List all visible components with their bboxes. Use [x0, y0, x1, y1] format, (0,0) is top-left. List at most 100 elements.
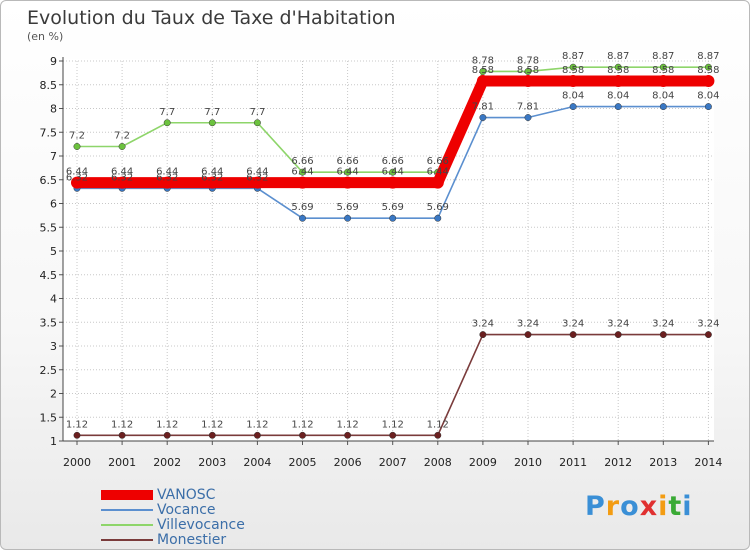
- data-point-vanosc: [476, 74, 489, 87]
- data-point-vocance: [479, 114, 487, 121]
- legend-swatch: [101, 538, 153, 541]
- x-tick-label: 2010: [514, 456, 542, 469]
- data-point-vanosc: [657, 74, 670, 87]
- x-tick-label: 2001: [108, 456, 136, 469]
- data-point-vocance: [569, 103, 577, 111]
- data-point-villevocance: [299, 168, 306, 176]
- data-label-vanosc: 6.44: [201, 167, 223, 178]
- data-point-villevocance: [659, 63, 667, 71]
- data-point-villevocance: [73, 143, 81, 150]
- data-point-villevocance: [163, 119, 171, 127]
- data-label-villevocance: 8.87: [652, 51, 674, 62]
- x-tick-label: 2008: [424, 456, 452, 469]
- legend-item-vanosc: VANOSC: [101, 487, 245, 502]
- x-tick-label: 2000: [63, 456, 91, 469]
- y-tick-label: 7: [50, 150, 57, 163]
- data-point-villevocance: [389, 168, 397, 176]
- data-label-vocance: 8.04: [697, 91, 719, 102]
- data-label-monestier: 1.12: [336, 419, 358, 430]
- data-point-monestier: [479, 331, 487, 339]
- y-tick-label: 1.5: [40, 411, 58, 424]
- data-label-vanosc: 8.58: [562, 65, 584, 76]
- data-label-monestier: 1.12: [382, 419, 404, 430]
- data-point-villevocance: [569, 63, 577, 71]
- data-label-monestier: 1.12: [201, 419, 223, 430]
- data-label-monestier: 3.24: [607, 319, 629, 330]
- data-point-monestier: [344, 431, 352, 439]
- data-point-villevocance: [253, 119, 261, 127]
- data-label-monestier: 1.12: [427, 419, 449, 430]
- data-label-vanosc: 8.58: [697, 65, 719, 76]
- data-label-villevocance: 7.2: [114, 131, 130, 142]
- data-point-monestier: [659, 331, 667, 339]
- y-tick-label: 4: [50, 293, 57, 306]
- data-label-vanosc: 6.44: [291, 167, 313, 178]
- data-label-vocance: 5.69: [382, 202, 404, 213]
- data-point-vocance: [344, 214, 352, 222]
- data-point-monestier: [73, 431, 81, 439]
- legend-swatch: [101, 508, 153, 511]
- y-tick-label: 1: [50, 435, 57, 448]
- legend-swatch: [101, 523, 153, 526]
- x-tick-label: 2013: [649, 456, 677, 469]
- y-tick-label: 4.5: [40, 269, 58, 282]
- y-tick-label: 6: [50, 198, 57, 211]
- data-point-monestier: [118, 431, 126, 439]
- data-label-villevocance: 6.66: [427, 156, 449, 167]
- data-label-vocance: 5.69: [291, 202, 313, 213]
- data-point-vanosc: [386, 176, 399, 189]
- data-label-vocance: 8.04: [607, 91, 629, 102]
- data-label-vanosc: 6.44: [336, 167, 358, 178]
- data-point-monestier: [704, 331, 712, 339]
- chart-title: Evolution du Taux de Taxe d'Habitation: [27, 7, 396, 29]
- y-tick-label: 7.5: [40, 126, 58, 139]
- data-point-monestier: [434, 431, 442, 439]
- logo-letter: o: [620, 491, 640, 522]
- legend-label: VANOSC: [157, 486, 216, 503]
- data-label-vocance: 6.32: [201, 172, 223, 183]
- data-point-vanosc: [71, 176, 83, 189]
- y-tick-label: 8.5: [40, 79, 58, 92]
- data-point-vanosc: [612, 74, 625, 87]
- data-label-villevocance: 8.87: [607, 51, 629, 62]
- data-label-monestier: 3.24: [652, 319, 674, 330]
- data-point-monestier: [569, 331, 577, 339]
- data-label-vocance: 6.32: [156, 172, 178, 183]
- data-point-villevocance: [479, 68, 487, 75]
- y-tick-label: 3.5: [40, 316, 58, 329]
- data-point-vocance: [434, 214, 442, 222]
- x-tick-label: 2014: [694, 456, 722, 469]
- data-point-villevocance: [208, 119, 216, 127]
- data-point-monestier: [163, 431, 171, 439]
- data-label-villevocance: 7.7: [159, 107, 175, 118]
- data-label-villevocance: 6.66: [291, 156, 313, 167]
- data-point-vocance: [389, 214, 397, 222]
- data-point-villevocance: [118, 143, 126, 150]
- data-point-monestier: [299, 431, 306, 439]
- legend-item-villevocance: Villevocance: [101, 517, 245, 532]
- data-label-vocance: 5.69: [336, 202, 358, 213]
- data-label-villevocance: 7.2: [69, 131, 85, 142]
- x-tick-label: 2009: [469, 456, 497, 469]
- legend: VANOSC Vocance Villevocance Monestier: [101, 487, 245, 547]
- data-point-villevocance: [524, 68, 532, 75]
- data-label-vanosc: 6.44: [111, 167, 133, 178]
- data-point-vanosc: [522, 74, 534, 87]
- x-tick-label: 2012: [604, 456, 632, 469]
- legend-item-monestier: Monestier: [101, 532, 245, 547]
- data-label-villevocance: 8.78: [517, 55, 539, 66]
- data-point-monestier: [389, 431, 397, 439]
- y-tick-label: 9: [50, 55, 57, 68]
- data-point-vanosc: [431, 176, 444, 189]
- data-point-monestier: [253, 431, 261, 439]
- data-label-vanosc: 6.44: [156, 167, 178, 178]
- data-label-villevocance: 7.7: [204, 107, 220, 118]
- x-tick-label: 2003: [198, 456, 226, 469]
- data-label-monestier: 3.24: [697, 319, 719, 330]
- data-point-villevocance: [704, 63, 712, 71]
- data-label-villevocance: 6.66: [336, 156, 358, 167]
- x-tick-label: 2002: [153, 456, 181, 469]
- data-point-vocance: [659, 103, 667, 111]
- legend-swatch: [101, 489, 153, 500]
